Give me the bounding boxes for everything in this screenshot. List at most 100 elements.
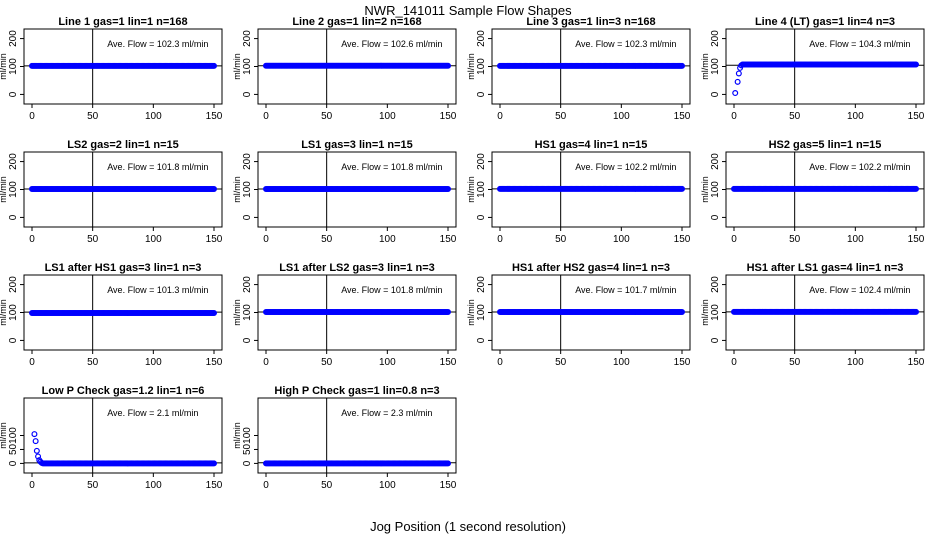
y-tick-label: 0 — [8, 460, 19, 466]
y-tick-label: 0 — [242, 214, 253, 220]
data-point — [738, 62, 745, 69]
panel-title: HS1 gas=4 lin=1 n=15 — [535, 139, 648, 151]
data-points — [262, 185, 451, 192]
x-tick-label: 0 — [731, 234, 737, 245]
x-tick-label: 100 — [847, 357, 864, 368]
x-tick-label: 0 — [731, 357, 737, 368]
x-tick-label: 50 — [87, 111, 99, 122]
y-tick-label: 0 — [710, 337, 721, 343]
y-axis-label: ml/min — [232, 422, 242, 449]
x-tick-label: 50 — [555, 234, 567, 245]
y-tick-label: 50 — [242, 443, 253, 455]
figure-title: NWR_141011 Sample Flow Shapes — [364, 3, 572, 18]
y-tick-label: 100 — [242, 427, 253, 444]
y-axis-label: ml/min — [466, 299, 476, 326]
panel-title: Line 3 gas=1 lin=3 n=168 — [526, 16, 655, 28]
x-tick-label: 100 — [145, 480, 162, 491]
x-tick-label: 0 — [263, 111, 269, 122]
y-axis-label: ml/min — [700, 176, 710, 203]
data-points — [28, 310, 217, 317]
x-tick-label: 100 — [145, 234, 162, 245]
average-flow-annotation: Ave. Flow = 101.8 ml/min — [107, 162, 208, 172]
x-tick-label: 50 — [789, 234, 801, 245]
average-flow-annotation: Ave. Flow = 102.4 ml/min — [809, 285, 910, 295]
x-tick-label: 150 — [674, 357, 691, 368]
y-tick-label: 100 — [710, 304, 721, 321]
y-tick-label: 200 — [476, 276, 487, 293]
y-tick-label: 100 — [242, 58, 253, 75]
data-point — [33, 447, 40, 454]
y-axis-label: ml/min — [466, 53, 476, 80]
panel-title: LS1 after HS1 gas=3 lin=1 n=3 — [45, 262, 202, 274]
x-tick-label: 150 — [908, 111, 925, 122]
y-tick-label: 200 — [8, 276, 19, 293]
panel-title: LS1 gas=3 lin=1 n=15 — [301, 139, 413, 151]
x-tick-label: 150 — [206, 111, 223, 122]
data-points — [31, 431, 217, 467]
data-point — [679, 185, 686, 192]
data-point — [913, 61, 920, 68]
panel-title: Low P Check gas=1.2 lin=1 n=6 — [42, 385, 205, 397]
data-points — [262, 460, 451, 467]
x-tick-label: 0 — [497, 357, 503, 368]
data-point — [913, 308, 920, 315]
y-tick-label: 0 — [710, 91, 721, 97]
x-tick-label: 0 — [29, 480, 35, 491]
data-point — [734, 78, 741, 85]
x-tick-label: 150 — [440, 480, 457, 491]
y-tick-label: 200 — [8, 153, 19, 170]
average-flow-annotation: Ave. Flow = 101.8 ml/min — [341, 285, 442, 295]
data-points — [731, 308, 920, 315]
y-tick-label: 0 — [476, 91, 487, 97]
data-point — [444, 185, 451, 192]
x-tick-label: 50 — [321, 111, 333, 122]
x-tick-label: 0 — [263, 357, 269, 368]
y-tick-label: 100 — [8, 58, 19, 75]
x-tick-label: 0 — [497, 111, 503, 122]
panel-title: Line 2 gas=1 lin=2 n=168 — [292, 16, 421, 28]
panel-13: Low P Check gas=1.2 lin=1 n=6050100ml/mi… — [0, 385, 223, 491]
average-flow-annotation: Ave. Flow = 102.3 ml/min — [575, 39, 676, 49]
x-tick-label: 50 — [321, 480, 333, 491]
data-point — [210, 185, 217, 192]
y-tick-label: 100 — [8, 427, 19, 444]
x-tick-label: 50 — [87, 357, 99, 368]
data-point — [444, 308, 451, 315]
x-tick-label: 100 — [847, 111, 864, 122]
panel-title: HS1 after HS2 gas=4 lin=1 n=3 — [512, 262, 670, 274]
data-point — [444, 460, 451, 467]
x-tick-label: 50 — [789, 111, 801, 122]
data-point — [732, 90, 739, 97]
data-points — [496, 309, 686, 316]
x-tick-label: 150 — [908, 357, 925, 368]
panel-title: HS1 after LS1 gas=4 lin=1 n=3 — [747, 262, 904, 274]
y-tick-label: 100 — [242, 181, 253, 198]
panel-title: HS2 gas=5 lin=1 n=15 — [769, 139, 882, 151]
y-tick-label: 100 — [710, 58, 721, 75]
panel-14: High P Check gas=1 lin=0.8 n=3050100ml/m… — [232, 385, 457, 491]
y-tick-label: 200 — [242, 30, 253, 47]
panel-10: LS1 after LS2 gas=3 lin=1 n=3 0 100 200ml/m… — [232, 262, 457, 368]
y-tick-label: 0 — [476, 214, 487, 220]
data-point — [679, 62, 686, 69]
data-point — [38, 459, 45, 466]
y-tick-label: 200 — [710, 276, 721, 293]
data-points — [496, 62, 686, 69]
x-tick-label: 0 — [263, 480, 269, 491]
x-tick-label: 50 — [321, 357, 333, 368]
y-axis-label: ml/min — [0, 422, 8, 449]
x-tick-label: 150 — [206, 480, 223, 491]
x-tick-label: 100 — [379, 234, 396, 245]
average-flow-annotation: Ave. Flow = 102.6 ml/min — [341, 39, 442, 49]
x-tick-label: 100 — [613, 234, 630, 245]
y-axis-label: ml/min — [232, 299, 242, 326]
y-tick-label: 0 — [242, 337, 253, 343]
y-axis-label: ml/min — [700, 299, 710, 326]
panel-title: LS2 gas=2 lin=1 n=15 — [67, 139, 179, 151]
